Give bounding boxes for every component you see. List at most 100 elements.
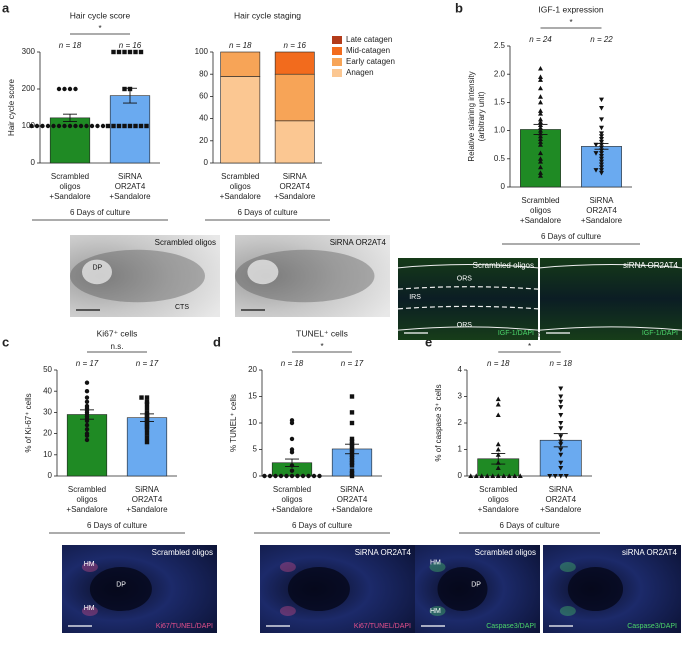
n-label: n = 22: [590, 35, 613, 44]
x-axis-label: 6 Days of culture: [237, 208, 298, 217]
sheath-line: [397, 305, 539, 310]
legend-swatch: [332, 58, 342, 66]
data-point: [144, 395, 150, 400]
data-point: [558, 447, 564, 453]
data-point: [111, 123, 116, 129]
data-point: [144, 435, 150, 441]
y-tick-label: 20: [199, 136, 208, 145]
data-point: [349, 420, 355, 426]
data-point: [538, 125, 543, 130]
data-point: [599, 145, 604, 151]
data-point: [284, 473, 289, 479]
data-point: [289, 473, 295, 479]
y-tick-label: 80: [199, 69, 208, 78]
data-point: [484, 473, 490, 478]
data-point: [349, 444, 355, 450]
data-point: [349, 447, 355, 452]
data-point: [78, 123, 84, 129]
y-tick-label: 0.5: [494, 154, 506, 163]
data-point: [289, 463, 295, 468]
x-tick-label: +Sandalore: [126, 505, 168, 514]
data-point: [349, 473, 355, 479]
x-axis-label: 6 Days of culture: [292, 521, 353, 530]
data-point: [599, 97, 604, 103]
data-point: [538, 108, 543, 113]
y-tick-label: 0: [501, 182, 506, 191]
data-point: [289, 420, 295, 426]
data-point: [538, 164, 543, 170]
data-point: [495, 446, 501, 452]
data-point: [468, 473, 474, 478]
y-tick-label: 50: [43, 365, 52, 374]
data-point: [56, 86, 62, 92]
data-point: [349, 457, 355, 463]
y-tick-label: 10: [43, 450, 52, 459]
x-tick-label: SiRNA: [283, 172, 308, 181]
micrograph-title: siRNA OR2AT4: [622, 548, 678, 557]
sheath-line: [539, 264, 683, 269]
data-point: [538, 94, 543, 99]
micrograph-title: SiRNA OR2AT4: [330, 238, 387, 247]
stain-spot: [429, 606, 446, 616]
micrograph: [398, 258, 538, 340]
x-tick-label: +Sandalore: [581, 216, 623, 225]
data-point: [122, 123, 127, 129]
papilla: [82, 259, 112, 285]
data-point: [144, 405, 150, 411]
data-point: [599, 168, 604, 173]
y-tick-label: 20: [248, 365, 257, 374]
legend-swatch: [332, 36, 342, 44]
data-point: [538, 116, 543, 122]
data-point: [495, 412, 501, 418]
y-tick-label: 30: [43, 408, 52, 417]
x-tick-label: +Sandalore: [274, 192, 316, 201]
micrograph-label: DP: [93, 265, 103, 272]
data-point: [558, 421, 564, 426]
y-axis-label: % of Ki-67⁺ cells: [24, 393, 33, 452]
data-point: [306, 473, 311, 479]
data-point: [558, 399, 564, 405]
data-point: [139, 395, 144, 400]
micrograph-label: HM: [84, 605, 95, 612]
panel-letter: b: [455, 0, 463, 15]
bulb: [567, 567, 624, 611]
legend-label: Late catagen: [346, 35, 392, 44]
x-axis-label: 6 Days of culture: [541, 232, 602, 241]
data-point: [506, 473, 512, 478]
x-tick-label: SiRNA: [589, 196, 614, 205]
x-tick-label: Scrambled: [479, 485, 517, 494]
data-point: [495, 452, 501, 457]
data-point: [538, 142, 543, 147]
data-point: [495, 441, 501, 447]
y-tick-label: 2.0: [494, 69, 506, 78]
y-axis-label: (arbitrary unit): [477, 91, 486, 141]
significance-label: *: [528, 342, 531, 351]
x-tick-label: +Sandalore: [478, 505, 520, 514]
stain-spot: [81, 562, 98, 572]
x-tick-label: oligos: [282, 495, 303, 504]
y-tick-label: 0: [253, 471, 258, 480]
x-tick-label: Scrambled: [51, 172, 89, 181]
bar-segment: [220, 76, 261, 164]
sheath-line: [539, 326, 683, 331]
x-tick-label: +Sandalore: [49, 192, 91, 201]
stain-spot: [429, 562, 446, 572]
x-axis-label: 6 Days of culture: [499, 521, 560, 530]
data-point: [599, 162, 604, 168]
micrograph-title: Scrambled oligos: [473, 261, 534, 270]
data-point: [289, 468, 295, 473]
data-point: [262, 473, 267, 479]
data-point: [122, 86, 127, 92]
x-tick-label: OR2AT4: [337, 495, 368, 504]
data-point: [105, 123, 111, 129]
n-label: n = 16: [284, 41, 307, 50]
y-tick-label: 0: [48, 471, 53, 480]
panel-letter: a: [2, 0, 10, 15]
significance-label: *: [569, 18, 572, 27]
data-point: [558, 474, 564, 479]
data-point: [295, 473, 300, 479]
y-tick-label: 4: [458, 365, 463, 374]
data-point: [599, 139, 604, 145]
micrograph-label: DP: [471, 581, 481, 588]
x-tick-label: oligos: [230, 182, 251, 191]
